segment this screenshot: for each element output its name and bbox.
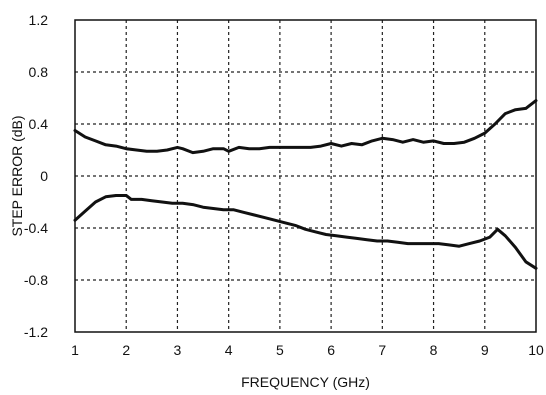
y-axis-title: STEP ERROR (dB) — [9, 115, 25, 236]
series-line-1 — [73, 99, 538, 155]
y-tick-label: -0.4 — [24, 220, 48, 236]
y-tick-label: 0.8 — [29, 64, 49, 80]
data-series — [73, 99, 538, 270]
x-tick-label: 1 — [71, 342, 79, 358]
y-tick-label: 0 — [40, 168, 48, 184]
x-tick-label: 6 — [327, 342, 335, 358]
y-tick-label: -1.2 — [24, 324, 48, 340]
x-axis-title: FREQUENCY (GHz) — [241, 374, 370, 390]
x-tick-label: 8 — [430, 342, 438, 358]
grid-lines — [75, 20, 536, 332]
x-tick-label: 5 — [276, 342, 284, 358]
y-tick-label: 1.2 — [29, 12, 49, 28]
plot-frame — [74, 19, 537, 333]
x-tick-label: 7 — [378, 342, 386, 358]
x-tick-label: 2 — [122, 342, 130, 358]
x-tick-label: 3 — [174, 342, 182, 358]
x-tick-label: 9 — [481, 342, 489, 358]
x-tick-label: 10 — [528, 342, 544, 358]
y-tick-label: 0.4 — [29, 116, 49, 132]
series-line-2 — [73, 194, 538, 270]
tick-labels: 1 2 3 4 5 6 7 8 9 10 1.2 0.8 0.4 0 -0.4 -0.8 -1.2 — [24, 12, 544, 358]
x-tick-label: 4 — [225, 342, 233, 358]
y-tick-label: -0.8 — [24, 272, 48, 288]
